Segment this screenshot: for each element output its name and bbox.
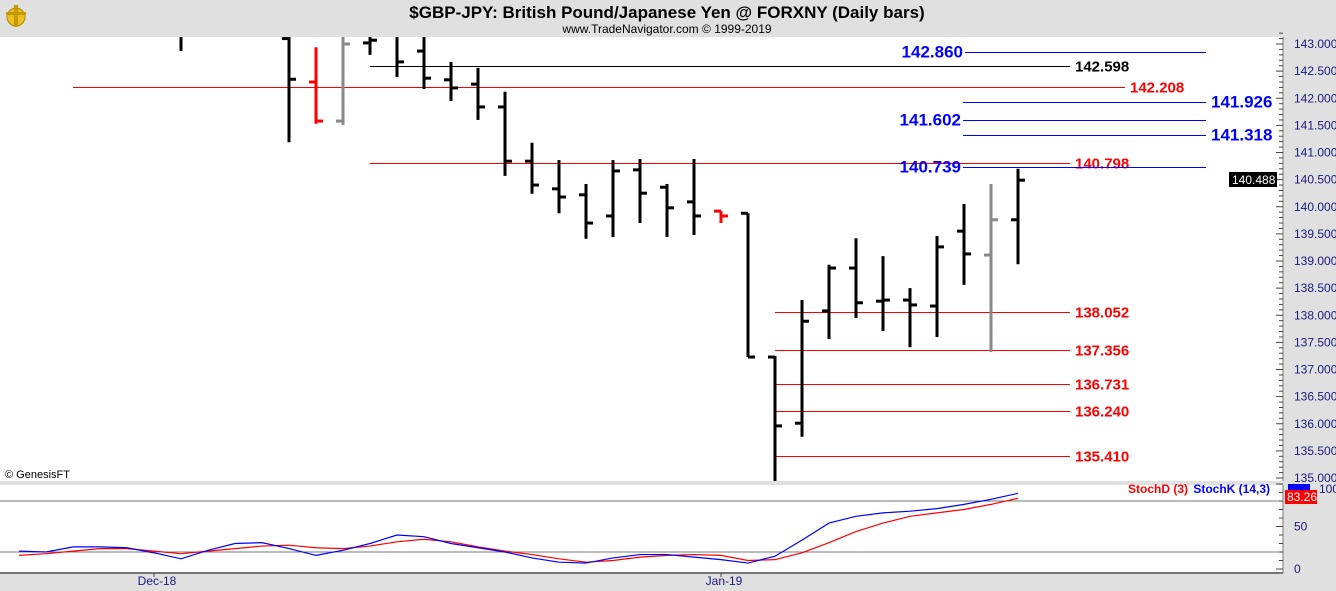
ohlc-bar [552,160,566,214]
stoch-tick-label: 100 [1319,482,1336,496]
ohlc-bar [395,37,404,78]
stochastic-panel[interactable] [0,485,1283,573]
ohlc-bar [957,204,971,285]
stochk-last-marker [1288,484,1310,490]
ohlc-bar [1011,168,1025,265]
anchor-logo-icon [6,5,26,27]
stochd-last-label: 83.26 [1287,490,1317,504]
price-tick-label: 137.500 [1294,335,1336,349]
level-label: 142.598 [1075,59,1129,76]
copyright-label: © GenesisFT [5,469,70,481]
ohlc-bar [444,61,458,101]
level-label: 140.739 [900,158,961,177]
stochastic-lines [0,492,1283,564]
ohlc-bar [768,355,782,481]
level-label: 136.240 [1075,404,1129,421]
ohlc-bar [795,300,809,437]
date-axis: Dec-18 Jan-19 [138,573,743,588]
date-tick-label: Dec-18 [138,574,177,588]
price-tick-label: 140.000 [1294,200,1336,214]
ohlc-bar [741,211,755,359]
last-price-label: 140.488 [1232,173,1276,187]
ohlc-bar [633,159,647,224]
ohlc-bar [822,264,836,340]
price-tick-label: 135.000 [1294,471,1336,485]
level-label: 142.860 [902,43,963,62]
price-tick-label: 137.000 [1294,363,1336,377]
level-label: 138.052 [1075,305,1129,322]
ohlc-bar [660,183,674,238]
ohlc-bar [336,37,350,125]
price-tick-label: 139.500 [1294,227,1336,241]
level-label: 141.602 [900,111,961,130]
price-tick-label: 135.500 [1294,444,1336,458]
date-tick-label: Jan-19 [706,574,743,588]
stochd-last-marker [1285,490,1317,504]
price-tick-label: 136.500 [1294,390,1336,404]
ohlc-bar [606,160,620,238]
level-label: 140.798 [1075,156,1129,173]
price-axis: 143.000 142.500 142.000 141.500 141.000 140.5… [1276,32,1336,485]
chart-subtitle: www.TradeNavigator.com © 1999-2019 [561,22,771,36]
price-tick-label: 136.000 [1294,417,1336,431]
price-tick-label: 139.000 [1294,254,1336,268]
price-tick-label: 140.500 [1294,173,1336,187]
ohlc-bar [876,256,890,331]
price-panel[interactable] [0,37,1283,481]
stoch-tick-label: 0 [1294,562,1301,576]
last-price-marker: 140.488 [1229,172,1277,187]
price-tick-label: 138.000 [1294,308,1336,322]
level-label: 142.208 [1130,80,1184,97]
stochastic-axis: 50 0 100 [1276,482,1336,576]
ohlc-bar [714,209,728,224]
price-tick-label: 142.500 [1294,64,1336,78]
ohlc-bar [930,236,944,337]
stoch-line-d [18,497,1019,563]
level-label: 135.410 [1075,449,1129,466]
price-tick-label: 141.000 [1294,146,1336,160]
ohlc-bar [525,142,539,194]
ohlc-bar [471,67,485,120]
ohlc-bar [498,91,512,176]
level-label: 141.926 [1211,93,1272,112]
ohlc-bar [282,37,296,143]
price-tick-label: 138.500 [1294,281,1336,295]
ohlc-bar [849,238,863,318]
ohlc-bar [363,37,377,55]
ohlc-bar [417,37,431,90]
chart-title: $GBP-JPY: British Pound/Japanese Yen @ F… [409,3,924,22]
ohlc-bar [903,288,917,348]
legend-stochd: StochD (3) [1128,482,1188,496]
price-tick-label: 142.000 [1294,91,1336,105]
price-tick-label: 143.000 [1294,37,1336,51]
ohlc-bar [687,159,701,235]
level-label: 141.318 [1211,126,1272,145]
ohlc-bar [309,47,323,124]
price-bars [179,37,1025,481]
stoch-line-k [18,492,1019,564]
ohlc-bar [579,183,593,239]
level-label: 136.731 [1075,377,1129,394]
stoch-tick-label: 50 [1294,520,1308,534]
legend-stochk: StochK (14,3) [1193,482,1270,496]
level-label: 137.356 [1075,343,1129,360]
ohlc-bar [984,183,998,353]
price-tick-label: 141.500 [1294,118,1336,132]
